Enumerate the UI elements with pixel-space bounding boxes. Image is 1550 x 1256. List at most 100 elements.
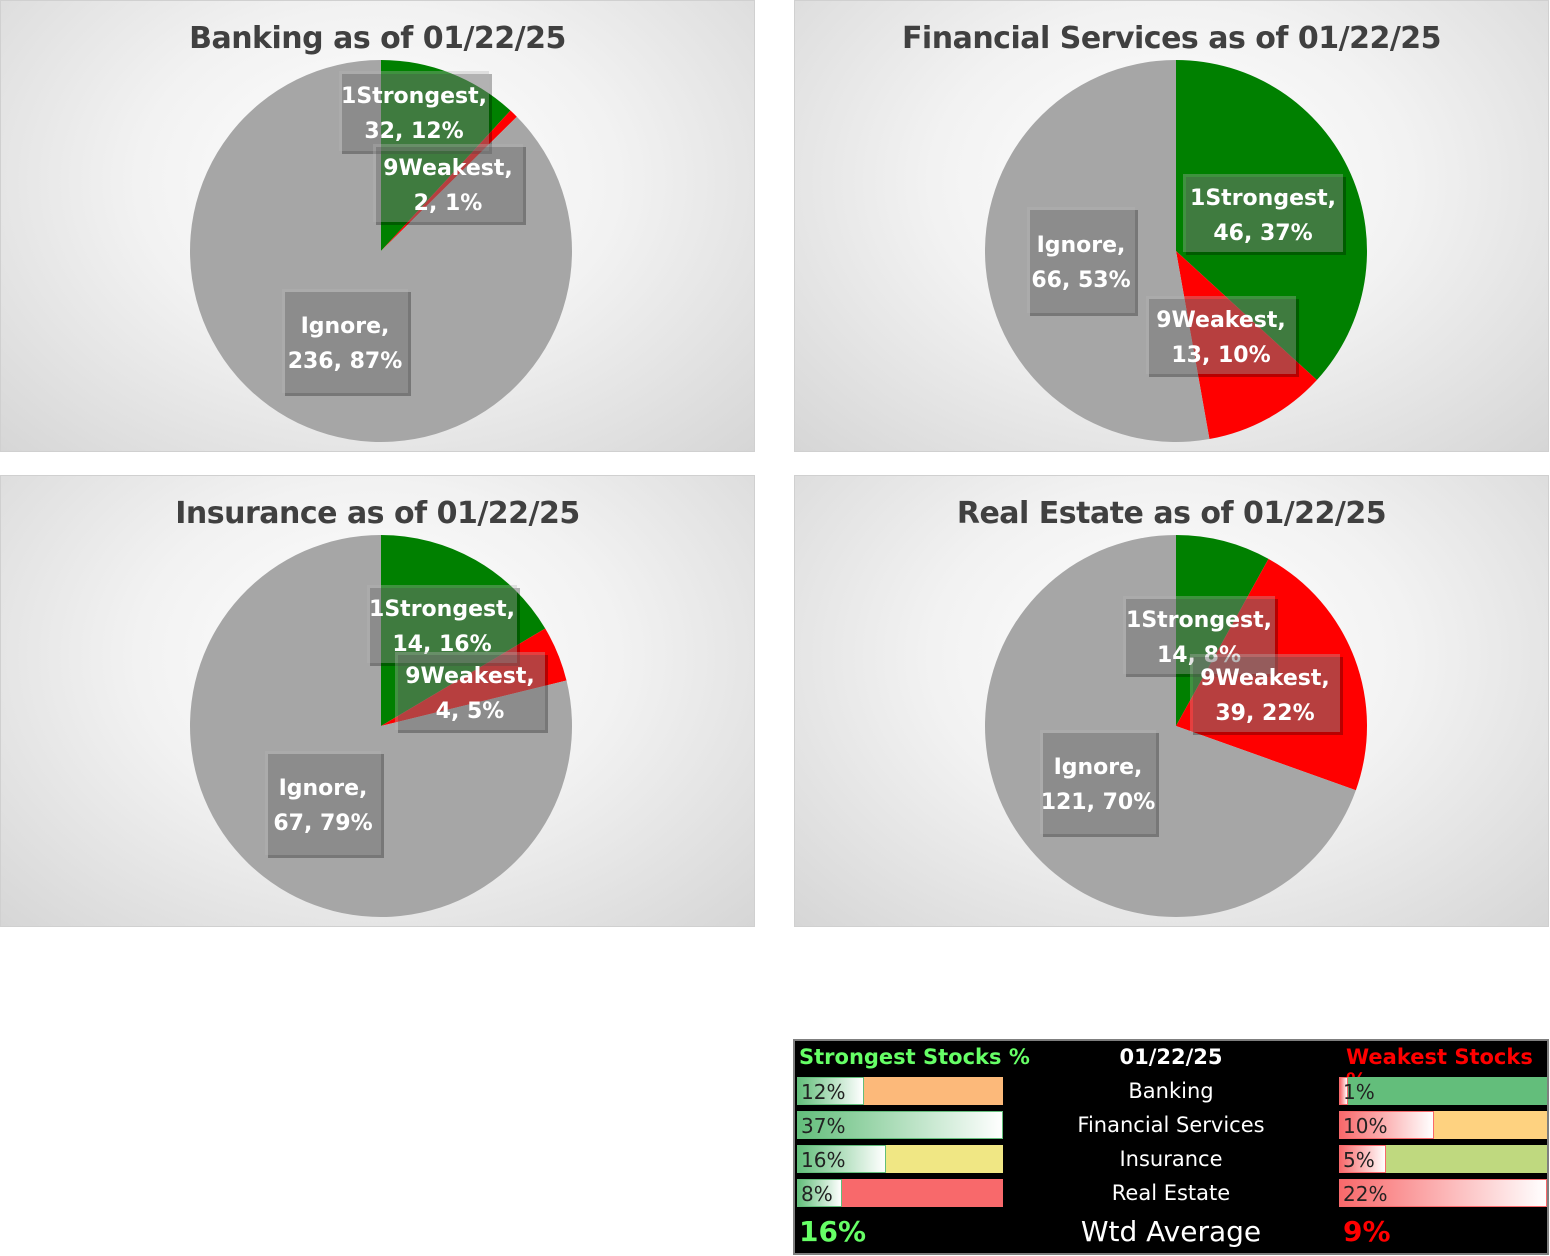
data-label-shadow bbox=[342, 74, 492, 154]
data-label-value: 14, 8% bbox=[1157, 643, 1241, 668]
chart-panel-banking: Banking as of 01/22/25 1Strongest, 32, 12… bbox=[0, 0, 755, 452]
data-label-category: Ignore, bbox=[301, 314, 390, 339]
data-label-shadow bbox=[1193, 657, 1343, 735]
weakest-cell-background bbox=[1339, 1077, 1547, 1105]
data-label-box bbox=[367, 585, 517, 663]
data-label-box bbox=[1190, 654, 1340, 732]
strongest-percent: 12% bbox=[801, 1080, 846, 1104]
weakest-percent: 1% bbox=[1343, 1080, 1375, 1104]
data-label: 9Weakest, 2, 1% bbox=[373, 144, 526, 225]
data-label-category: 9Weakest, bbox=[405, 664, 535, 689]
data-label-box bbox=[1027, 207, 1135, 313]
data-label-value: 66, 53% bbox=[1031, 268, 1130, 293]
pie-chart: 1Strongest, 46, 37% 9Weakest, 13, 10% Ignore… bbox=[984, 60, 1367, 442]
pie-slice-ignore bbox=[189, 535, 572, 917]
data-label: Ignore, 236, 87% bbox=[282, 289, 411, 396]
chart-panel-financial-services: Financial Services as of 01/22/25 1Stron… bbox=[794, 0, 1549, 452]
data-label: Ignore, 121, 70% bbox=[1040, 730, 1159, 837]
data-label: 1Strongest, 32, 12% bbox=[339, 71, 492, 154]
pie-chart: 1Strongest, 14, 16% 9Weakest, 4, 5% Ignore, 6… bbox=[189, 535, 572, 917]
sector-name: Real Estate bbox=[1111, 1181, 1231, 1205]
data-label-shadow bbox=[1149, 299, 1299, 377]
data-label-box bbox=[339, 71, 489, 151]
data-label-category: 1Strongest, bbox=[341, 84, 487, 109]
pie-chart: 1Strongest, 32, 12% 9Weakest, 2, 1% Ignore, 2… bbox=[189, 60, 572, 442]
strongest-cell: 37% bbox=[797, 1109, 1003, 1141]
summary-table: Strongest Stocks % 01/22/25 Weakest Stoc… bbox=[793, 1039, 1549, 1255]
pie-slice-1strongest bbox=[381, 60, 511, 251]
pie-chart: 1Strongest, 14, 8%9Weakest, 39, 22% Ignore,… bbox=[985, 535, 1367, 917]
data-label-box bbox=[1146, 296, 1296, 374]
chart-panel-insurance: Insurance as of 01/22/25 1Strongest, 14, … bbox=[0, 475, 755, 927]
pie-slice-1strongest bbox=[1176, 60, 1367, 380]
data-label-shadow bbox=[398, 655, 548, 733]
data-label-value: 32, 12% bbox=[364, 119, 463, 144]
sector-name: Banking bbox=[1128, 1079, 1214, 1103]
data-label-value: 39, 22% bbox=[1215, 701, 1314, 726]
data-label-category: Ignore, bbox=[279, 776, 368, 801]
weakest-cell: 5% bbox=[1339, 1143, 1547, 1175]
data-label: 1Strongest, 46, 37% bbox=[1183, 174, 1346, 255]
summary-row: 12% Banking 1% bbox=[795, 1075, 1547, 1109]
data-label-value: 13, 10% bbox=[1171, 343, 1270, 368]
strongest-cell: 8% bbox=[797, 1177, 1003, 1209]
data-label-box bbox=[373, 144, 523, 222]
data-label: 9Weakest, 39, 22% bbox=[1190, 654, 1343, 735]
data-label-shadow bbox=[268, 754, 384, 858]
data-label-box bbox=[265, 751, 381, 855]
weakest-percent: 5% bbox=[1343, 1148, 1375, 1172]
strongest-average: 16% bbox=[799, 1215, 867, 1248]
weakest-percent: 22% bbox=[1343, 1182, 1388, 1206]
weakest-data-bar bbox=[1339, 1077, 1349, 1105]
data-label: 9Weakest, 4, 5% bbox=[395, 652, 548, 733]
data-label-category: 9Weakest, bbox=[383, 156, 513, 181]
summary-row: 8% Real Estate 22% bbox=[795, 1177, 1547, 1211]
data-label-shadow bbox=[370, 588, 520, 666]
strongest-data-bar bbox=[797, 1145, 887, 1173]
data-label-category: Ignore, bbox=[1037, 233, 1126, 258]
sector-name: Insurance bbox=[1119, 1147, 1223, 1171]
data-label-value: 46, 37% bbox=[1213, 221, 1312, 246]
weakest-cell: 1% bbox=[1339, 1075, 1547, 1107]
strongest-percent: 37% bbox=[801, 1114, 846, 1138]
data-label-shadow bbox=[1186, 177, 1346, 255]
data-label: 9Weakest, 13, 10% bbox=[1146, 296, 1299, 377]
pie-slice-1strongest bbox=[381, 535, 546, 726]
data-label-shadow bbox=[1043, 733, 1159, 837]
data-label-shadow bbox=[376, 147, 526, 225]
sector-name: Financial Services bbox=[1077, 1113, 1265, 1137]
pie-slice-ignore bbox=[189, 60, 572, 442]
data-label-box bbox=[1040, 730, 1156, 834]
summary-row: 37% Financial Services 10% bbox=[795, 1109, 1547, 1143]
pie-slice-ignore bbox=[984, 60, 1210, 442]
weakest-percent: 10% bbox=[1343, 1114, 1388, 1138]
pie-slice-9weakest bbox=[1176, 558, 1367, 791]
weakest-data-bar bbox=[1339, 1111, 1434, 1139]
pie-slice-9weakest bbox=[381, 110, 517, 252]
strongest-data-bar bbox=[797, 1179, 842, 1207]
strongest-header: Strongest Stocks % bbox=[799, 1045, 1030, 1069]
strongest-cell: 16% bbox=[797, 1143, 1003, 1175]
data-label-box bbox=[1183, 174, 1343, 252]
pie-slice-9weakest bbox=[381, 628, 567, 726]
data-label-shadow bbox=[1030, 210, 1138, 316]
strongest-percent: 8% bbox=[801, 1182, 833, 1206]
date-header: 01/22/25 bbox=[1119, 1045, 1223, 1069]
data-label-shadow bbox=[1126, 599, 1278, 677]
data-label-value: 2, 1% bbox=[414, 191, 483, 216]
average-label: Wtd Average bbox=[1080, 1215, 1262, 1248]
data-label-value: 67, 79% bbox=[273, 811, 372, 836]
data-label-box bbox=[395, 652, 545, 730]
strongest-cell: 12% bbox=[797, 1075, 1003, 1107]
weakest-data-bar bbox=[1339, 1179, 1547, 1207]
chart-panel-real-estate: Real Estate as of 01/22/25 1Strongest, 14… bbox=[794, 475, 1549, 927]
data-label-category: 9Weakest, bbox=[1200, 666, 1330, 691]
strongest-percent: 16% bbox=[801, 1148, 846, 1172]
data-label-box bbox=[1123, 596, 1275, 674]
data-label-category: 1Strongest, bbox=[1190, 186, 1336, 211]
chart-title: Financial Services as of 01/22/25 bbox=[901, 21, 1442, 56]
chart-title: Insurance as of 01/22/25 bbox=[175, 496, 580, 531]
pie-slice-ignore bbox=[985, 535, 1356, 917]
weakest-cell: 10% bbox=[1339, 1109, 1547, 1141]
data-label-category: 9Weakest, bbox=[1156, 308, 1286, 333]
